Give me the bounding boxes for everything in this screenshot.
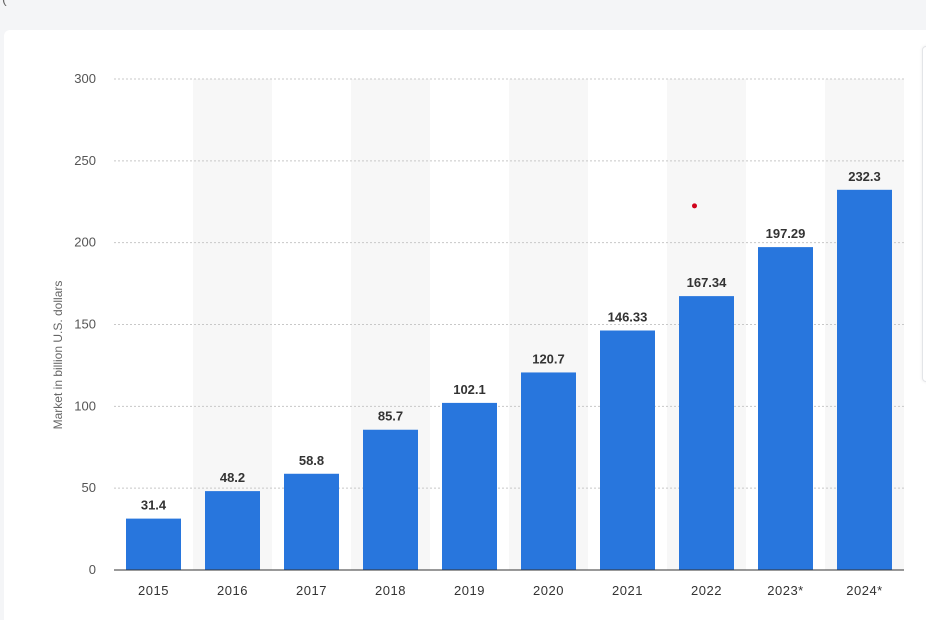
side-panel-edge[interactable] bbox=[922, 46, 926, 382]
y-tick-100: 100 bbox=[74, 398, 96, 413]
value-label-2024*: 232.3 bbox=[848, 169, 881, 184]
value-labels: 31.4 48.2 58.8 85.7 102.1 120.7 146.33 167.34 19… bbox=[141, 169, 881, 513]
value-label-2015: 31.4 bbox=[141, 498, 167, 513]
value-label-2020: 120.7 bbox=[532, 351, 565, 366]
y-axis-ticks: 0 50 100 150 200 250 300 bbox=[74, 71, 96, 577]
y-tick-50: 50 bbox=[82, 480, 96, 495]
header-strip: ( bbox=[0, 0, 926, 30]
bar-2024* bbox=[837, 189, 892, 570]
x-tick-2023*: 2023* bbox=[767, 583, 803, 598]
x-tick-2019: 2019 bbox=[454, 583, 485, 598]
x-tick-2015: 2015 bbox=[138, 583, 169, 598]
bar-2021 bbox=[600, 330, 655, 570]
bar-2022 bbox=[679, 296, 734, 570]
bar-2023* bbox=[758, 247, 813, 570]
x-tick-2024*: 2024* bbox=[846, 583, 882, 598]
x-tick-2020: 2020 bbox=[533, 583, 564, 598]
value-label-2017: 58.8 bbox=[299, 453, 324, 468]
y-tick-150: 150 bbox=[74, 317, 96, 332]
header-fragment: ( bbox=[2, 0, 7, 6]
bar-2019 bbox=[442, 402, 497, 570]
value-label-2022: 167.34 bbox=[687, 275, 728, 290]
bars bbox=[126, 189, 892, 570]
value-label-2016: 48.2 bbox=[220, 470, 245, 485]
chart-card: 0 50 100 150 200 250 300 31.4 48.2 58.8 85.7 102.1… bbox=[4, 30, 926, 620]
value-label-2018: 85.7 bbox=[378, 409, 403, 424]
x-tick-2016: 2016 bbox=[217, 583, 248, 598]
bar-2015 bbox=[126, 518, 181, 570]
y-tick-0: 0 bbox=[89, 562, 96, 577]
value-label-2021: 146.33 bbox=[608, 310, 648, 325]
bar-2018 bbox=[363, 429, 418, 570]
y-tick-300: 300 bbox=[74, 71, 96, 86]
bar-chart: 0 50 100 150 200 250 300 31.4 48.2 58.8 85.7 102.1… bbox=[51, 71, 904, 598]
bar-2016 bbox=[205, 491, 260, 570]
y-axis-title: Market in billion U.S. dollars bbox=[51, 281, 65, 430]
bar-2020 bbox=[521, 372, 576, 570]
y-tick-250: 250 bbox=[74, 153, 96, 168]
y-tick-200: 200 bbox=[74, 235, 96, 250]
value-label-2019: 102.1 bbox=[453, 382, 486, 397]
x-axis-ticks: 2015 2016 2017 2018 2019 2020 2021 2022 2023* 202… bbox=[138, 583, 882, 598]
x-tick-2022: 2022 bbox=[691, 583, 722, 598]
x-tick-2017: 2017 bbox=[296, 583, 327, 598]
bar-2017 bbox=[284, 473, 339, 570]
x-tick-2018: 2018 bbox=[375, 583, 406, 598]
x-tick-2021: 2021 bbox=[612, 583, 643, 598]
value-label-2023*: 197.29 bbox=[766, 226, 806, 241]
annotation-dot bbox=[692, 203, 697, 209]
